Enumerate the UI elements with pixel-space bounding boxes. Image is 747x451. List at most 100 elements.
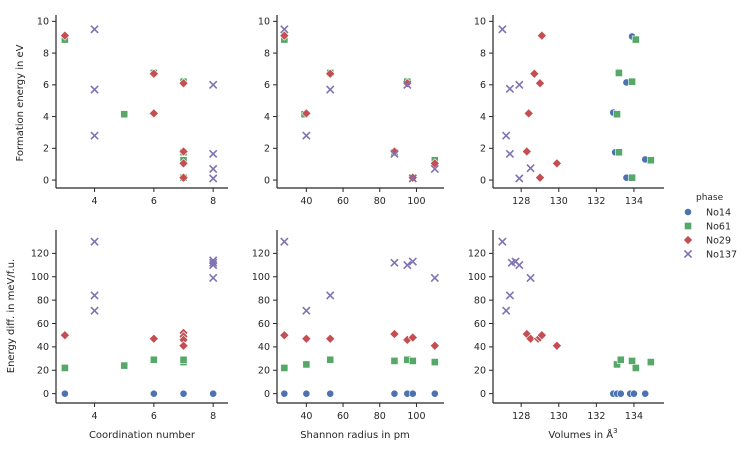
point-no137: No137: (4, 130): [90, 237, 99, 246]
point-no14: No14: (88, 0): [390, 389, 399, 398]
y-tick-label: 60: [37, 319, 49, 330]
x-tick-label: 100: [407, 411, 425, 422]
y-tick-label: 80: [37, 295, 49, 306]
y-tick-label: 0: [480, 389, 486, 400]
point-no137: No137: (88, 112): [390, 258, 399, 267]
x-tick-label: 130: [550, 196, 568, 207]
point-no29: No29: (6, 6.7): [148, 68, 159, 79]
point-no61: No61: (133.2, 1.75): [615, 148, 623, 157]
point-no61: No61: (28, 22): [280, 364, 289, 372]
point-no61: No61: (7, 29): [179, 355, 188, 364]
point-no137: No137: (4, 9.5): [90, 25, 99, 34]
y-tick-label: 60: [474, 319, 486, 330]
x-tick-label: 132: [587, 196, 605, 207]
x-tick-label: 80: [374, 411, 386, 422]
point-no29: No29: (128.3, 1.8): [521, 146, 532, 157]
point-no14: No14: (40, 0): [302, 389, 311, 398]
y-tick-label: 120: [468, 249, 486, 260]
xlabel-volumes-base: Volumes in Å: [548, 428, 613, 441]
point-no137: No137: (8, 112): [209, 258, 218, 267]
xlabel-volumes: Volumes in Å3: [548, 427, 617, 441]
point-no137: No137: (8, 1.65): [209, 149, 218, 159]
point-no14: No14: (134, 0): [630, 389, 638, 398]
y-tick-label: 20: [258, 366, 270, 377]
point-no61: No61: (133.9, 0.15): [628, 173, 636, 182]
point-no137: No137: (8, 110): [209, 260, 218, 270]
point-no61: No61: (88, 28): [390, 357, 399, 365]
legend: phase No14 No61 No29 No137: [682, 193, 737, 261]
point-no61: No61: (134.9, 1.25): [646, 156, 655, 165]
point-no137: No137: (127, 9.5): [498, 25, 507, 34]
x-tick-label: 6: [151, 196, 157, 207]
y-tick-label: 120: [31, 249, 49, 260]
legend-entries: No14 No61 No29 No137: [682, 208, 737, 261]
point-no137: No137: (110, 0.7): [430, 164, 439, 174]
point-no29: No29: (88, 51): [389, 329, 400, 340]
y-tick-label: 0: [480, 175, 486, 186]
ylabel-bottom: Energy diff. in meV/f.u.: [6, 259, 17, 373]
y-tick-label: 20: [474, 366, 486, 377]
point-no137: No137: (127, 130): [498, 237, 507, 246]
y-tick-label: 100: [468, 272, 486, 283]
point-no14: No14: (98, 0): [408, 389, 417, 398]
point-no61: No61: (134.1, 8.85): [631, 35, 640, 44]
point-no137: No137: (127.4, 84): [505, 291, 515, 300]
ylabel-top: Formation energy in eV: [15, 44, 26, 161]
x-tick-label: 4: [92, 196, 98, 207]
point-no137: No137: (127.4, 1.65): [505, 149, 515, 159]
point-no14: No14: (134.6, 0): [641, 389, 650, 398]
x-tick-label: 128: [512, 411, 530, 422]
point-no137: No137: (95, 110): [403, 260, 412, 270]
y-tick-label: 80: [258, 295, 270, 306]
x-tick-label: 132: [587, 411, 605, 422]
point-no137: No137: (40, 2.8): [302, 131, 311, 140]
y-tick-label: 80: [474, 295, 486, 306]
x-tick-label: 130: [550, 411, 568, 422]
legend-label-no29: No29: [706, 236, 731, 247]
y-tick-label: 8: [43, 48, 49, 59]
point-no137: No137: (28, 9.5): [280, 25, 289, 34]
x-tick-label: 128: [512, 196, 530, 207]
point-no14: No14: (28, 0): [280, 389, 289, 398]
y-tick-label: 40: [258, 342, 270, 353]
point-no29: No29: (98, 48): [407, 332, 418, 343]
y-tick-label: 10: [474, 17, 486, 28]
x-tick-label: 6: [151, 411, 157, 422]
point-no29: No29: (128.5, 47): [525, 333, 536, 344]
point-no14: No14: (8, 0): [209, 389, 218, 398]
point-no137: No137: (28, 130): [280, 237, 289, 246]
point-no29: No29: (128.4, 4.2): [523, 108, 534, 119]
point-no137: No137: (127.4, 5.75): [505, 84, 515, 93]
point-no14: No14: (53, 0): [326, 389, 335, 398]
point-no61: No61: (98, 28): [408, 357, 417, 365]
x-tick-label: 4: [92, 411, 98, 422]
point-no137: No137: (127.9, 0.1): [515, 174, 524, 183]
point-no61: No61: (133.1, 4.15): [613, 110, 621, 119]
y-tick-label: 6: [43, 80, 49, 91]
x-tick-label: 100: [407, 196, 425, 207]
point-no61: No61: (133.9, 28): [628, 357, 636, 365]
point-no61: No61: (3, 22): [60, 364, 69, 372]
y-tick-label: 10: [37, 17, 49, 28]
point-no137: No137: (53, 5.7): [326, 85, 335, 94]
x-tick-label: 60: [337, 411, 349, 422]
point-no29: No29: (6, 4.2): [148, 108, 159, 119]
point-no29: No29: (129, 0.15): [534, 172, 546, 183]
point-no14: No14: (6, 0): [149, 389, 158, 398]
point-no137: No137: (127.2, 71): [501, 306, 511, 315]
point-no137: No137: (110, 99): [430, 273, 439, 283]
point-no29: No29: (28, 9.1): [279, 30, 290, 41]
xlabel-shannon: Shannon radius in pm: [300, 430, 410, 441]
point-no137: No137: (8, 0.7): [209, 164, 218, 174]
panel-bottom-shannon: 0 20 40 60 80 100 120 40 60 80 100 No14: (28, 0) No1…: [252, 230, 444, 422]
point-no137: No137: (88, 1.65): [390, 149, 399, 159]
point-no29: No29: (129.1, 9.1): [536, 30, 547, 41]
y-tick-label: 100: [31, 272, 49, 283]
point-no29: No29: (129.1, 50): [536, 330, 547, 341]
point-no61: No61: (5, 4.15): [120, 110, 129, 119]
